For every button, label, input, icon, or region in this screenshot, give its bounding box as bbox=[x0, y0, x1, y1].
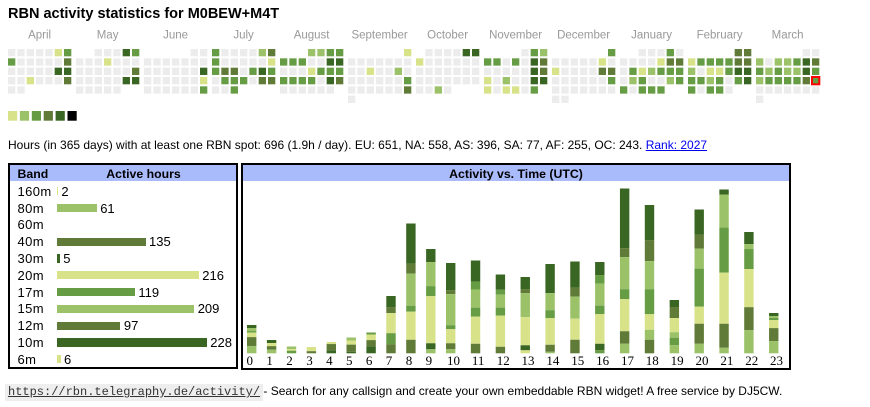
svg-text:7: 7 bbox=[386, 353, 393, 368]
svg-text:September: September bbox=[351, 30, 407, 42]
svg-text:16: 16 bbox=[596, 353, 610, 368]
svg-text:4: 4 bbox=[326, 353, 333, 368]
svg-text:February: February bbox=[697, 30, 743, 42]
svg-text:August: August bbox=[294, 30, 331, 42]
svg-text:21: 21 bbox=[720, 353, 733, 368]
svg-text:1: 1 bbox=[266, 353, 273, 368]
svg-text:23: 23 bbox=[770, 353, 783, 368]
svg-text:10: 10 bbox=[447, 353, 460, 368]
svg-text:13: 13 bbox=[522, 353, 535, 368]
svg-text:6: 6 bbox=[366, 353, 373, 368]
svg-text:22: 22 bbox=[745, 353, 758, 368]
svg-text:June: June bbox=[163, 30, 188, 42]
svg-text:March: March bbox=[772, 30, 804, 42]
svg-text:April: April bbox=[28, 30, 51, 42]
svg-text:18: 18 bbox=[646, 353, 659, 368]
svg-text:11: 11 bbox=[472, 353, 485, 368]
svg-text:19: 19 bbox=[671, 353, 684, 368]
svg-text:November: November bbox=[489, 30, 542, 42]
svg-text:20: 20 bbox=[696, 353, 709, 368]
svg-text:January: January bbox=[631, 30, 672, 42]
svg-text:October: October bbox=[427, 30, 468, 42]
svg-text:3: 3 bbox=[306, 353, 313, 368]
svg-text:5: 5 bbox=[346, 353, 353, 368]
svg-text:12: 12 bbox=[497, 353, 510, 368]
svg-text:17: 17 bbox=[621, 353, 635, 368]
svg-text:9: 9 bbox=[426, 353, 433, 368]
svg-text:2: 2 bbox=[286, 353, 293, 368]
svg-text:May: May bbox=[97, 30, 119, 42]
svg-text:July: July bbox=[233, 30, 254, 42]
svg-text:14: 14 bbox=[546, 353, 560, 368]
svg-text:8: 8 bbox=[406, 353, 413, 368]
svg-text:0: 0 bbox=[247, 353, 254, 368]
svg-text:15: 15 bbox=[571, 353, 584, 368]
svg-text:December: December bbox=[557, 30, 610, 42]
